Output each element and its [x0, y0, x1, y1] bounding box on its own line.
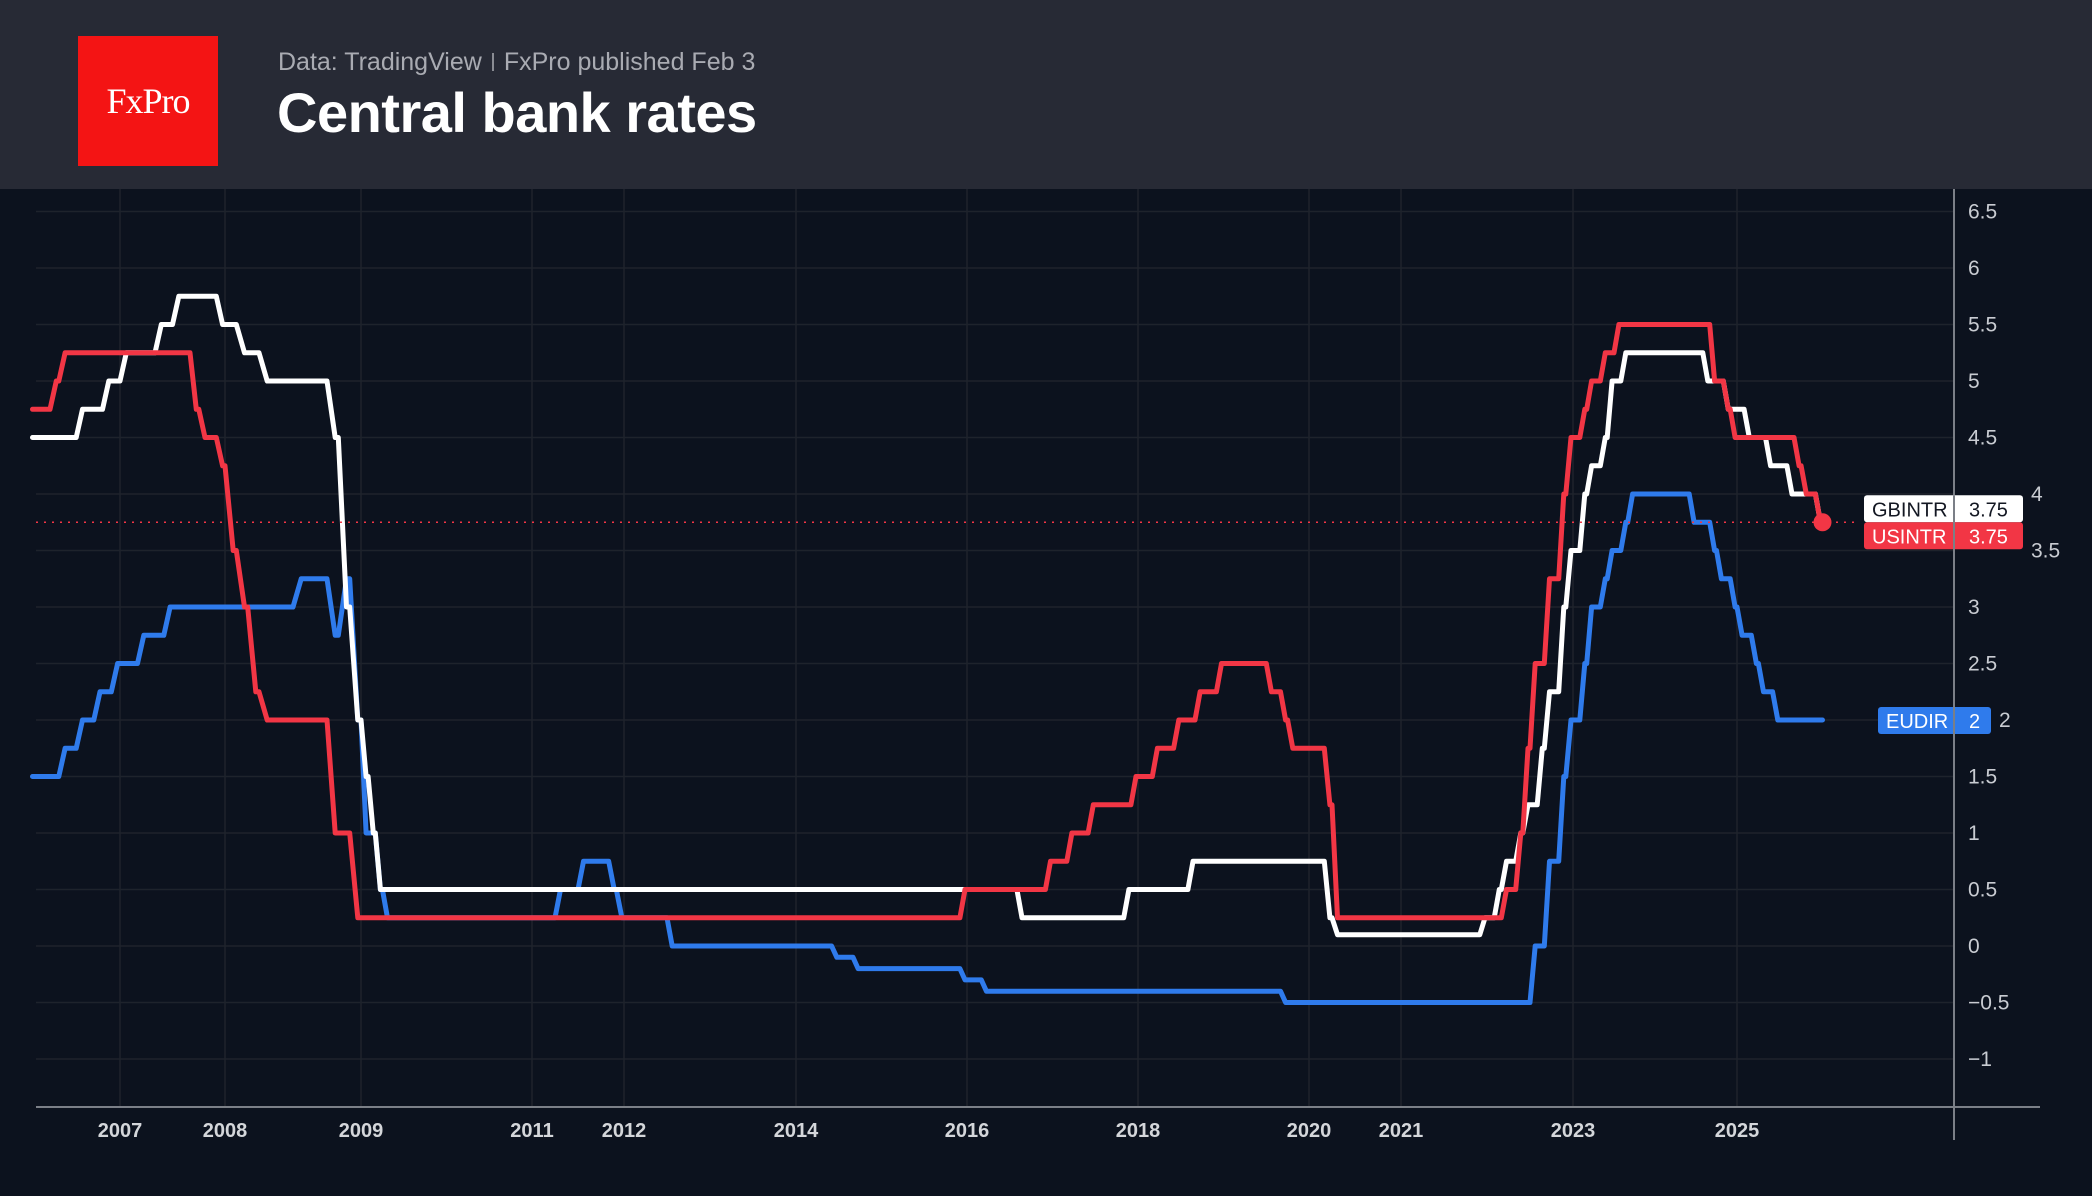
y-tick-label: 1.5	[1968, 766, 1997, 789]
x-tick-label: 2018	[1116, 1120, 1161, 1142]
separator	[491, 53, 494, 71]
y-tick-label: 0	[1968, 935, 1980, 958]
series-line-gbintr	[30, 293, 1825, 938]
rates-chart: 6.5 6 5.5 5 4.5 4 3.5 3 2.5 2 1.5 1 0.5 0 −0.5 −1 2007 20…	[30, 189, 2060, 1142]
y-tick-label: 2.5	[1968, 653, 1997, 676]
y-tick-label: 4.5	[1968, 427, 1997, 450]
series-line-usintr	[30, 322, 1825, 921]
series-last-value: 2	[1969, 711, 1980, 733]
y-tick-label: −0.5	[1968, 992, 2009, 1015]
y-tick-label: 6	[1968, 257, 1980, 280]
y-tick-label: 1	[1968, 822, 1980, 845]
series-name: EUDIR	[1886, 711, 1948, 733]
subtitle: Data: TradingView FxPro published Feb 3	[278, 48, 755, 77]
y-tick-label: 5	[1968, 370, 1980, 393]
x-tick-label: 2012	[602, 1120, 647, 1142]
label-background	[1864, 522, 2023, 550]
fxpro-logo: FxPro	[78, 36, 218, 166]
y-tick-label: 6.5	[1968, 201, 1997, 224]
series-name: USINTR	[1872, 526, 1946, 548]
y-tick-label: −1	[1968, 1048, 1992, 1071]
x-tick-label: 2025	[1715, 1120, 1760, 1142]
x-tick-label: 2021	[1379, 1120, 1424, 1142]
y-tick-label: 2	[1999, 709, 2011, 732]
last-value-label-usintr: USINTR 3.75	[1864, 522, 2023, 550]
x-tick-label: 2007	[98, 1120, 143, 1142]
x-tick-label: 2008	[203, 1120, 248, 1142]
label-background	[1878, 707, 1991, 734]
x-tick-label: 2011	[510, 1120, 553, 1142]
page-title: Central bank rates	[277, 81, 757, 144]
series-name: GBINTR	[1872, 499, 1948, 521]
y-tick-label: 4	[2031, 483, 2043, 506]
last-value-label-eudir: EUDIR 2	[1878, 707, 1991, 734]
x-tick-label: 2016	[945, 1120, 990, 1142]
y-tick-label: 0.5	[1968, 879, 1997, 902]
y-tick-label: 3.5	[2031, 540, 2060, 563]
last-value-marker	[1813, 513, 1832, 532]
y-tick-label: 3	[1968, 596, 1980, 619]
series-line-eudir	[30, 491, 1825, 1005]
x-tick-label: 2020	[1287, 1120, 1332, 1142]
logo-text: FxPro	[106, 81, 190, 121]
series-last-value: 3.75	[1969, 499, 2008, 521]
header: FxPro Data: TradingView FxPro published F…	[0, 0, 2092, 189]
series-last-value: 3.75	[1969, 526, 2008, 548]
x-tick-label: 2023	[1551, 1120, 1596, 1142]
last-value-label-gbintr: GBINTR 3.75	[1864, 495, 2023, 523]
published-date: FxPro published Feb 3	[503, 48, 756, 76]
data-source: Data: TradingView	[278, 48, 482, 76]
label-background	[1864, 495, 2023, 523]
y-tick-label: 5.5	[1968, 314, 1997, 337]
x-tick-label: 2014	[774, 1120, 819, 1142]
x-tick-label: 2009	[339, 1120, 384, 1142]
